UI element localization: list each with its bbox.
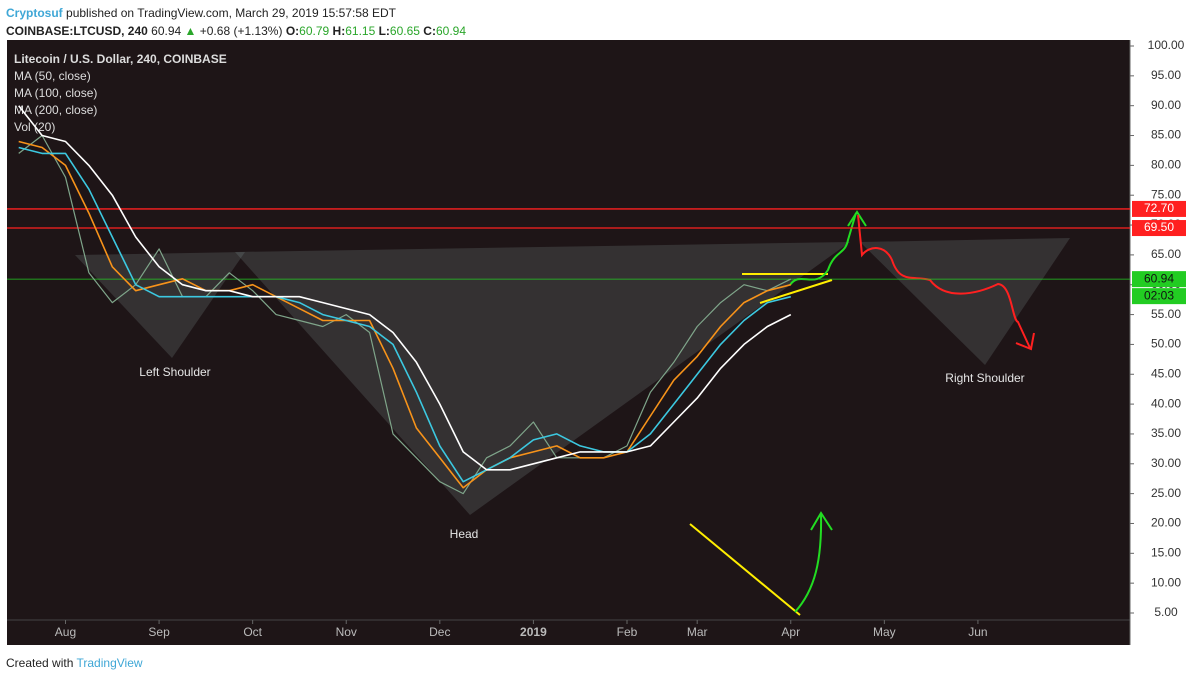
y-tick-label: 55.00 [1151,307,1181,321]
legend-entry: MA (100, close) [14,86,97,100]
arrow-head [847,210,867,227]
series-line [18,134,792,495]
header: Cryptosuf published on TradingView.com, … [6,4,466,40]
legend-entry: MA (200, close) [14,103,97,117]
l-label: L: [378,24,390,38]
x-tick-label: Jun [968,625,987,639]
left-shoulder-shape [75,252,245,358]
level-box [1132,200,1186,217]
x-tick-label: May [873,625,896,639]
volume-arrow [794,513,823,613]
y-tick-label: 45.00 [1151,366,1181,380]
legend: Litecoin / U.S. Dollar, 240, COINBASE MA … [14,52,227,134]
footer: Created with TradingView [6,656,143,670]
change: +0.68 (+1.13%) [199,24,283,38]
y-tick-label: 50.00 [1151,337,1181,351]
annotation: Left Shoulder [139,365,210,379]
y-tick-label: 25.00 [1151,486,1181,500]
series-line [18,105,792,471]
low: 60.65 [389,24,420,38]
x-tick-label: Oct [243,625,262,639]
o-label: O: [285,24,300,38]
last: 60.94 [151,24,182,38]
c-label: C: [423,24,436,38]
author[interactable]: Cryptosuf [6,6,63,20]
x-tick-label: 2019 [520,625,547,639]
published: published on TradingView.com, March 29, … [66,6,396,20]
countdown: 02:03 [1144,288,1174,302]
y-tick-label: 80.00 [1151,158,1181,172]
support-line [759,279,833,304]
y-tick-label: 35.00 [1151,426,1181,440]
level-label: 69.50 [1144,220,1174,234]
annotation: Head [450,527,479,541]
projection-down [857,214,1031,349]
y-tick-label: 5.00 [1154,605,1178,619]
y-tick-label: 75.00 [1151,187,1181,201]
level-box [1132,220,1186,237]
y-tick-label: 100.00 [1148,38,1185,52]
arrow-head [810,511,833,531]
countdown-box [1132,288,1186,305]
legend-entry: Litecoin / U.S. Dollar, 240, COINBASE [14,52,227,66]
y-tick-label: 95.00 [1151,68,1181,82]
y-tick-label: 15.00 [1151,545,1181,559]
close: 60.94 [435,24,466,38]
x-tick-label: Dec [429,625,450,639]
x-tick-label: Mar [687,625,708,639]
plot-bg [7,40,1130,645]
y-tick-label: 90.00 [1151,98,1181,112]
arrow: ▲ [184,24,197,38]
created: Created with [6,656,74,670]
annotation: Right Shoulder [945,371,1024,385]
y-tick-label: 40.00 [1151,396,1181,410]
pattern-drawings [75,210,1070,616]
x-tick-label: Feb [617,625,638,639]
level-label: 72.70 [1144,201,1174,215]
legend-entry: MA (50, close) [14,69,91,83]
right-shoulder-shape [860,238,1070,365]
volume-trend [689,523,801,616]
series-line [18,146,791,483]
head-shape [235,242,850,515]
series-line [18,140,791,489]
y-tick-label: 30.00 [1151,456,1181,470]
level-box [1132,271,1186,288]
high: 61.15 [345,24,376,38]
h-label: H: [332,24,346,38]
symbol: COINBASE:LTCUSD, 240 [6,24,148,38]
y-tick-label: 10.00 [1151,575,1181,589]
x-tick-label: Apr [781,625,800,639]
y-tick-label: 20.00 [1151,516,1181,530]
x-tick-label: Aug [55,625,76,639]
level-label: 60.94 [1144,271,1174,285]
y-tick-label: 85.00 [1151,128,1181,142]
x-tick-label: Nov [336,625,357,639]
y-tick-label: 65.00 [1151,247,1181,261]
x-tick-label: Sep [148,625,170,639]
chart: Litecoin / U.S. Dollar, 240, COINBASE MA … [7,38,1186,645]
arrow-head [1015,332,1035,351]
brand[interactable]: TradingView [76,656,143,670]
open: 60.79 [299,24,330,38]
